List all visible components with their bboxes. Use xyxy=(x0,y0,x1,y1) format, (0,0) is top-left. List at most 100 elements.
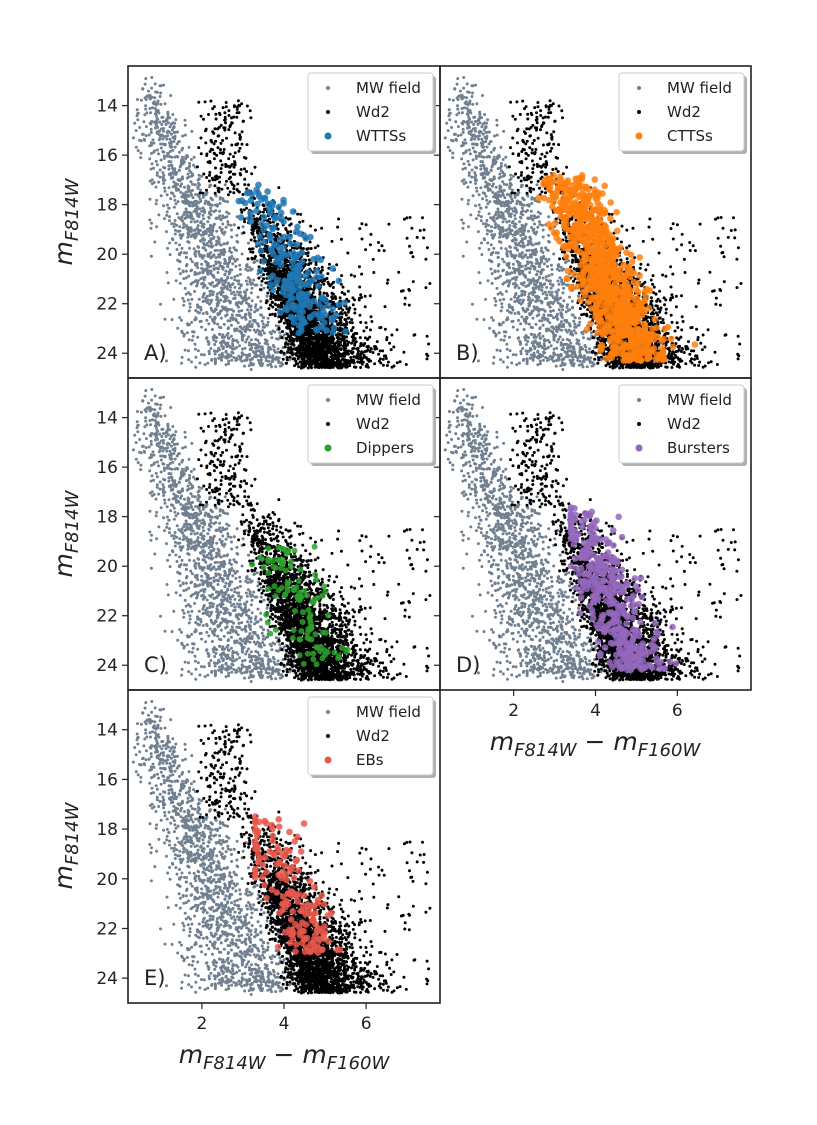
wd2-point xyxy=(425,246,429,250)
wd2-point xyxy=(353,274,357,278)
mw-field-point xyxy=(227,337,231,340)
mw-field-point xyxy=(159,142,163,146)
wd2-point xyxy=(245,104,249,108)
wttss-point xyxy=(310,255,317,263)
mw-field-point xyxy=(567,322,571,325)
wd2-point xyxy=(322,291,326,295)
mw-field-point xyxy=(249,316,253,319)
mw-field-point xyxy=(237,300,241,304)
mw-field-point xyxy=(250,286,254,290)
wd2-point xyxy=(331,345,335,349)
wd2-point xyxy=(303,337,307,341)
mw-field-point xyxy=(207,352,211,356)
wd2-point xyxy=(299,343,303,347)
wd2-point xyxy=(232,187,236,191)
mw-field-point xyxy=(259,313,263,317)
wd2-point xyxy=(328,284,332,288)
wttss-point xyxy=(342,328,349,335)
wd2-point xyxy=(274,308,278,312)
wd2-point xyxy=(358,227,362,231)
wd2-point xyxy=(373,362,377,366)
wd2-point xyxy=(319,360,323,364)
wd2-point xyxy=(369,346,373,350)
mw-field-point xyxy=(244,312,248,316)
mw-field-point xyxy=(198,212,201,216)
mw-field-point xyxy=(236,290,239,294)
mw-field-point xyxy=(238,344,241,348)
wd2-point xyxy=(375,347,379,351)
wd2-point xyxy=(262,273,266,277)
wd2-point xyxy=(213,127,217,131)
wd2-point xyxy=(215,174,219,178)
mw-field-point xyxy=(207,302,211,306)
mw-field-point xyxy=(486,118,490,122)
mw-field-point xyxy=(511,266,515,270)
mw-field-point xyxy=(203,192,207,196)
mw-field-point xyxy=(245,337,249,341)
mw-field-point xyxy=(250,267,254,271)
mw-field-point xyxy=(184,157,188,160)
mw-field-point xyxy=(266,320,270,324)
mw-field-point xyxy=(203,202,207,206)
mw-field-point xyxy=(159,158,163,162)
mw-field-point xyxy=(238,290,242,294)
mw-field-point xyxy=(198,320,202,323)
mw-field-point xyxy=(247,364,251,368)
mw-field-point xyxy=(484,194,488,198)
wd2-point xyxy=(217,125,221,129)
mw-field-point xyxy=(139,156,143,160)
wd2-point xyxy=(342,337,346,341)
mw-field-point xyxy=(568,295,572,299)
mw-field-point xyxy=(150,151,153,155)
mw-field-point xyxy=(220,351,224,355)
mw-field-point xyxy=(183,210,187,214)
mw-field-point xyxy=(488,200,492,204)
mw-field-point xyxy=(151,106,154,110)
mw-field-point xyxy=(231,347,235,351)
wd2-point xyxy=(388,341,392,345)
wd2-point xyxy=(359,293,363,297)
mw-field-point xyxy=(196,230,200,234)
mw-field-point xyxy=(168,241,172,245)
mw-field-point xyxy=(265,339,269,343)
mw-field-point xyxy=(249,368,253,371)
mw-field-point xyxy=(198,361,202,365)
wd2-point xyxy=(369,315,373,319)
wd2-point xyxy=(255,229,259,233)
mw-field-point xyxy=(201,195,205,199)
mw-field-point xyxy=(185,263,189,266)
wd2-point xyxy=(351,358,355,362)
mw-field-point xyxy=(162,173,166,177)
mw-field-point xyxy=(186,323,190,327)
mw-field-point xyxy=(506,254,509,258)
wd2-point xyxy=(365,349,369,353)
mw-field-point xyxy=(183,133,187,137)
mw-field-point xyxy=(214,256,218,260)
mw-field-point xyxy=(204,328,208,332)
wd2-point xyxy=(390,365,394,369)
mw-field-point xyxy=(173,167,177,171)
wd2-point xyxy=(268,265,272,269)
wd2-point xyxy=(340,312,344,316)
wttss-point xyxy=(281,277,288,285)
mw-field-point xyxy=(217,237,221,241)
wttss-point xyxy=(237,214,245,221)
mw-field-point xyxy=(254,303,258,307)
wd2-point xyxy=(397,270,401,274)
mw-field-point xyxy=(474,154,478,158)
mw-field-point xyxy=(139,151,143,155)
mw-field-point xyxy=(181,155,184,159)
mw-field-point xyxy=(220,288,224,292)
mw-field-point xyxy=(288,358,291,362)
wd2-point xyxy=(383,327,387,331)
wd2-point xyxy=(237,149,241,153)
mw-field-point xyxy=(494,299,498,303)
mw-field-point xyxy=(134,145,138,149)
mw-field-point xyxy=(266,316,270,320)
wd2-point xyxy=(223,126,227,130)
mw-field-point xyxy=(144,107,148,111)
wd2-point xyxy=(250,247,254,251)
mw-field-point xyxy=(541,276,545,280)
mw-field-point xyxy=(195,303,199,307)
wd2-point xyxy=(348,364,352,368)
